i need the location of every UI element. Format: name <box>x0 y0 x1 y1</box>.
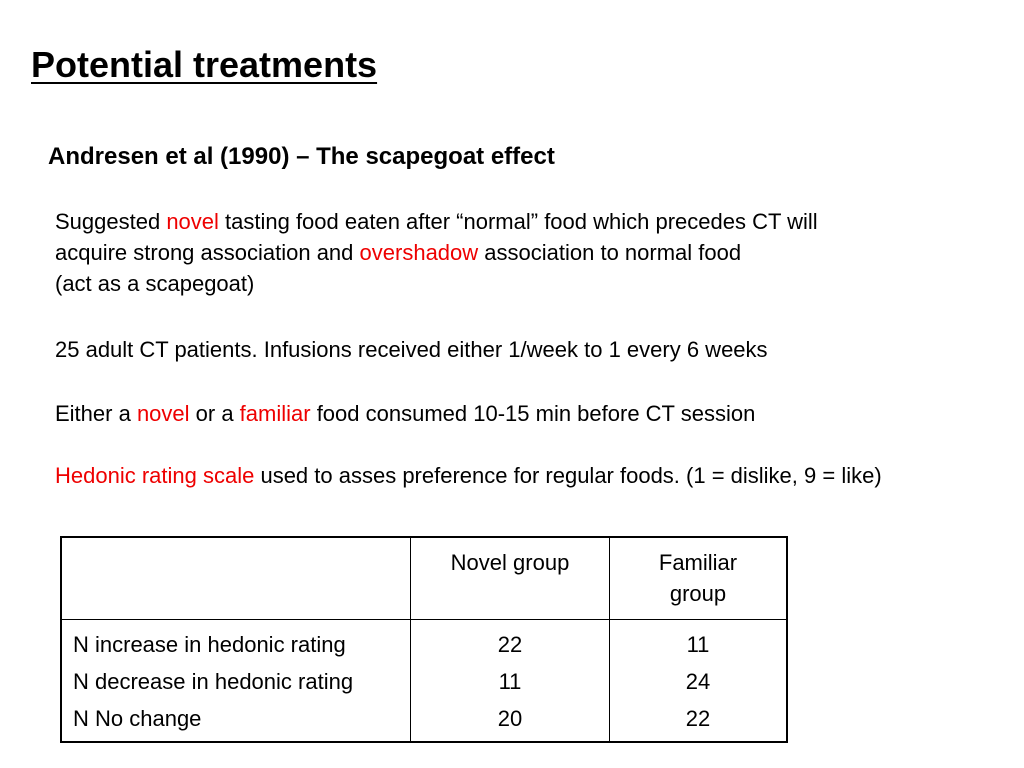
header-familiar-group: Familiar group <box>609 537 788 620</box>
hypothesis-line-3: (act as a scapegoat) <box>55 271 255 296</box>
row-label-increase: N increase in hedonic rating <box>73 632 346 657</box>
measure-paragraph: Hedonic rating scale used to asses prefe… <box>55 460 882 491</box>
hypothesis-paragraph: Suggested novel tasting food eaten after… <box>55 206 818 299</box>
header-familiar-line-1: Familiar <box>658 550 738 575</box>
novel-values-cell: 22 11 20 <box>410 619 610 742</box>
highlight-hedonic-scale: Hedonic rating scale <box>55 463 255 488</box>
novel-decrease-value: 11 <box>498 669 522 694</box>
text-segment: tasting food eaten after “normal” food w… <box>218 209 818 234</box>
text-segment: food consumed 10-15 min before CT sessio… <box>310 401 756 426</box>
familiar-no-change-value: 22 <box>685 706 711 731</box>
row-label-no-change: N No change <box>73 706 202 731</box>
header-familiar-line-2: group <box>669 581 727 606</box>
header-novel-group: Novel group <box>410 537 610 620</box>
familiar-values-cell: 11 24 22 <box>609 619 788 742</box>
highlight-novel: novel <box>166 209 219 234</box>
highlight-novel-2: novel <box>136 401 190 426</box>
results-table: Novel group Familiar group N increase in… <box>60 536 788 743</box>
table-header-row: Novel group Familiar group <box>60 537 788 620</box>
slide-title: Potential treatments <box>31 44 378 85</box>
slide-subtitle: Andresen et al (1990) – The scapegoat ef… <box>48 143 555 170</box>
highlight-overshadow: overshadow <box>359 240 479 265</box>
novel-no-change-value: 20 <box>497 706 523 731</box>
row-labels-cell: N increase in hedonic rating N decrease … <box>60 619 411 742</box>
text-segment: association to normal food <box>478 240 742 265</box>
text-segment: Either a <box>55 401 137 426</box>
text-segment: Suggested <box>55 209 167 234</box>
procedure-paragraph: Either a novel or a familiar food consum… <box>55 398 755 429</box>
highlight-familiar: familiar <box>239 401 311 426</box>
familiar-decrease-value: 24 <box>685 669 711 694</box>
row-label-decrease: N decrease in hedonic rating <box>73 669 354 694</box>
hypothesis-line-2: acquire strong association and overshado… <box>55 237 818 268</box>
hypothesis-line-1: Suggested novel tasting food eaten after… <box>55 206 818 237</box>
novel-increase-value: 22 <box>497 632 523 657</box>
participants-paragraph: 25 adult CT patients. Infusions received… <box>55 337 768 362</box>
familiar-increase-value: 11 <box>686 632 710 657</box>
text-segment: used to asses preference for regular foo… <box>254 463 882 488</box>
text-segment: acquire strong association and <box>55 240 360 265</box>
text-segment: or a <box>189 401 240 426</box>
header-empty-cell <box>60 537 411 620</box>
table-body-row: N increase in hedonic rating N decrease … <box>60 619 788 742</box>
